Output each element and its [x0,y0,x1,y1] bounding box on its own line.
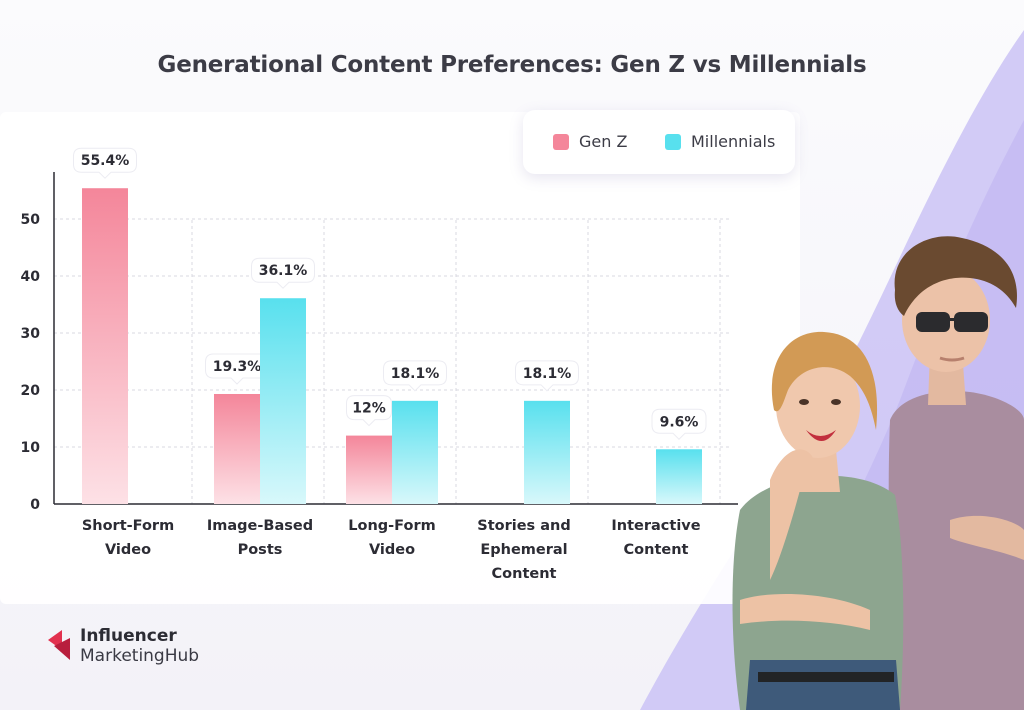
y-tick-label: 10 [21,440,41,456]
data-label: 12% [352,401,386,417]
legend-swatch-millennials [665,133,681,150]
x-tick-label-line: Short-Form [81,518,175,534]
x-tick-label: Long-Form Video [327,514,457,562]
data-label-bubble [383,360,447,392]
bar-millennials [392,400,438,504]
legend: Gen Z Millennials [523,110,795,174]
bar-millennials [260,298,306,504]
x-tick-label-line: Image-Based [206,518,314,534]
chart-title: Generational Content Preferences: Gen Z … [157,52,867,78]
data-label: 55.4% [81,153,130,169]
x-tick-label-line: Interactive [611,518,701,534]
data-label-bubble [651,408,707,440]
x-tick-label-line: Posts [237,542,283,558]
x-tick-label: Interactive Content [591,514,721,562]
data-label-bubble [251,257,315,289]
brand-mark-icon [48,630,70,660]
bar-genz [82,188,128,504]
legend-item-millennials: Millennials [665,132,775,151]
x-tick-label-line: Video [368,542,416,558]
bar-millennials [656,449,702,504]
y-tick-label: 50 [21,212,41,228]
data-label: 18.1% [391,366,440,382]
y-tick-label: 30 [21,326,41,342]
data-label-bubble [515,360,579,392]
x-tick-label-line: Content [491,566,557,582]
legend-swatch-genz [553,133,569,150]
x-tick-label: Short-Form Video [63,514,193,562]
y-tick-label: 20 [21,383,41,399]
x-tick-label-line: Content [623,542,689,558]
legend-item-genz: Gen Z [553,132,627,151]
x-tick-label-line: Stories and [477,518,571,534]
bar-genz [214,393,260,504]
y-tick-label: 40 [21,269,41,285]
x-tick-label: Stories and Ephemeral Content [459,514,589,586]
girl-figure [732,331,904,710]
boy-figure [888,236,1024,710]
brand-name-line2: MarketingHub [80,646,200,666]
data-label: 19.3% [213,359,262,375]
y-tick-label: 0 [30,497,40,513]
x-tick-label-line: Video [104,542,152,558]
x-tick-label-line: Long-Form [348,518,436,534]
bar-chart: 0 10 20 30 40 50 55.4% 19.3% 36.1% 12% 18.1% 18.1% 9… [20,147,738,513]
bar-genz [346,435,392,504]
bar-millennials [524,400,570,504]
chart-card [0,112,800,604]
data-label-bubble [73,147,137,179]
legend-label-millennials: Millennials [691,132,776,151]
people-photo [732,236,1024,710]
data-label-bubble [346,395,392,427]
legend-label-genz: Gen Z [579,132,628,151]
data-label: 9.6% [660,414,699,430]
brand-name-line1: Influencer [80,626,177,646]
x-tick-label: Image-Based Posts [195,514,325,562]
data-label: 36.1% [259,263,308,279]
x-tick-label-line: Ephemeral [480,542,568,558]
data-label: 18.1% [523,366,572,382]
